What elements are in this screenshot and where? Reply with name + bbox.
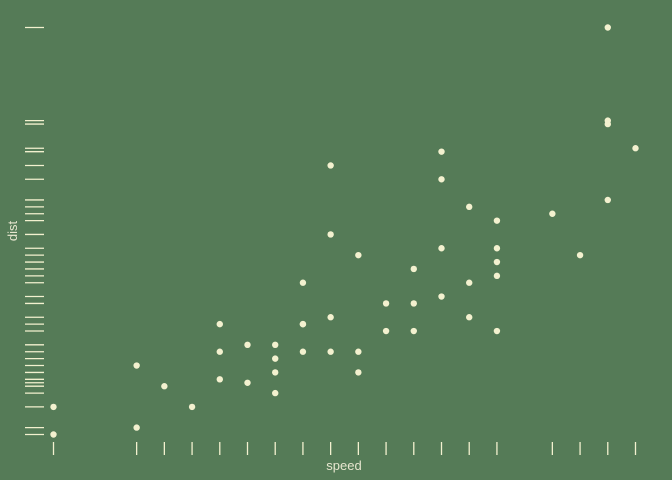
data-point <box>50 431 57 438</box>
data-point <box>410 300 417 307</box>
data-point <box>438 148 445 155</box>
data-point <box>327 348 334 355</box>
data-point <box>576 251 584 259</box>
data-point <box>604 196 611 204</box>
data-point <box>438 176 445 183</box>
data-point <box>272 355 279 362</box>
data-point <box>438 245 445 252</box>
data-point <box>493 245 501 252</box>
data-point <box>493 258 501 266</box>
x-axis-label: speed <box>326 458 361 473</box>
data-point <box>216 348 223 355</box>
data-point <box>272 369 279 376</box>
data-point <box>466 279 473 286</box>
data-point <box>327 162 334 169</box>
data-point <box>327 231 334 238</box>
data-point <box>244 341 251 349</box>
data-point <box>161 383 168 390</box>
data-point <box>438 293 445 300</box>
data-point <box>133 362 140 369</box>
data-point <box>549 210 556 217</box>
data-point <box>299 348 307 355</box>
data-point <box>272 341 279 349</box>
data-point <box>493 327 501 335</box>
data-point <box>355 348 362 355</box>
data-point <box>493 272 501 280</box>
data-point <box>216 320 223 328</box>
data-point <box>244 379 251 386</box>
x-rug <box>52 442 637 455</box>
data-point <box>133 424 140 431</box>
data-point <box>272 389 279 397</box>
data-point <box>466 203 473 211</box>
data-point <box>188 403 196 411</box>
data-point <box>604 117 611 124</box>
data-point <box>355 369 362 376</box>
data-point <box>216 376 223 383</box>
data-point <box>50 403 57 411</box>
data-point <box>327 314 334 321</box>
data-point <box>355 251 362 259</box>
data-point <box>299 279 307 286</box>
data-point <box>604 24 611 31</box>
data-point <box>410 327 417 335</box>
data-point <box>382 300 390 307</box>
data-point <box>466 314 473 321</box>
y-axis-label: dist <box>5 220 20 241</box>
data-point <box>410 265 417 273</box>
y-rug <box>25 26 44 436</box>
data-point <box>632 145 639 152</box>
data-point <box>299 320 307 328</box>
data-points <box>50 24 639 438</box>
data-point <box>493 217 501 224</box>
data-point <box>382 327 390 335</box>
